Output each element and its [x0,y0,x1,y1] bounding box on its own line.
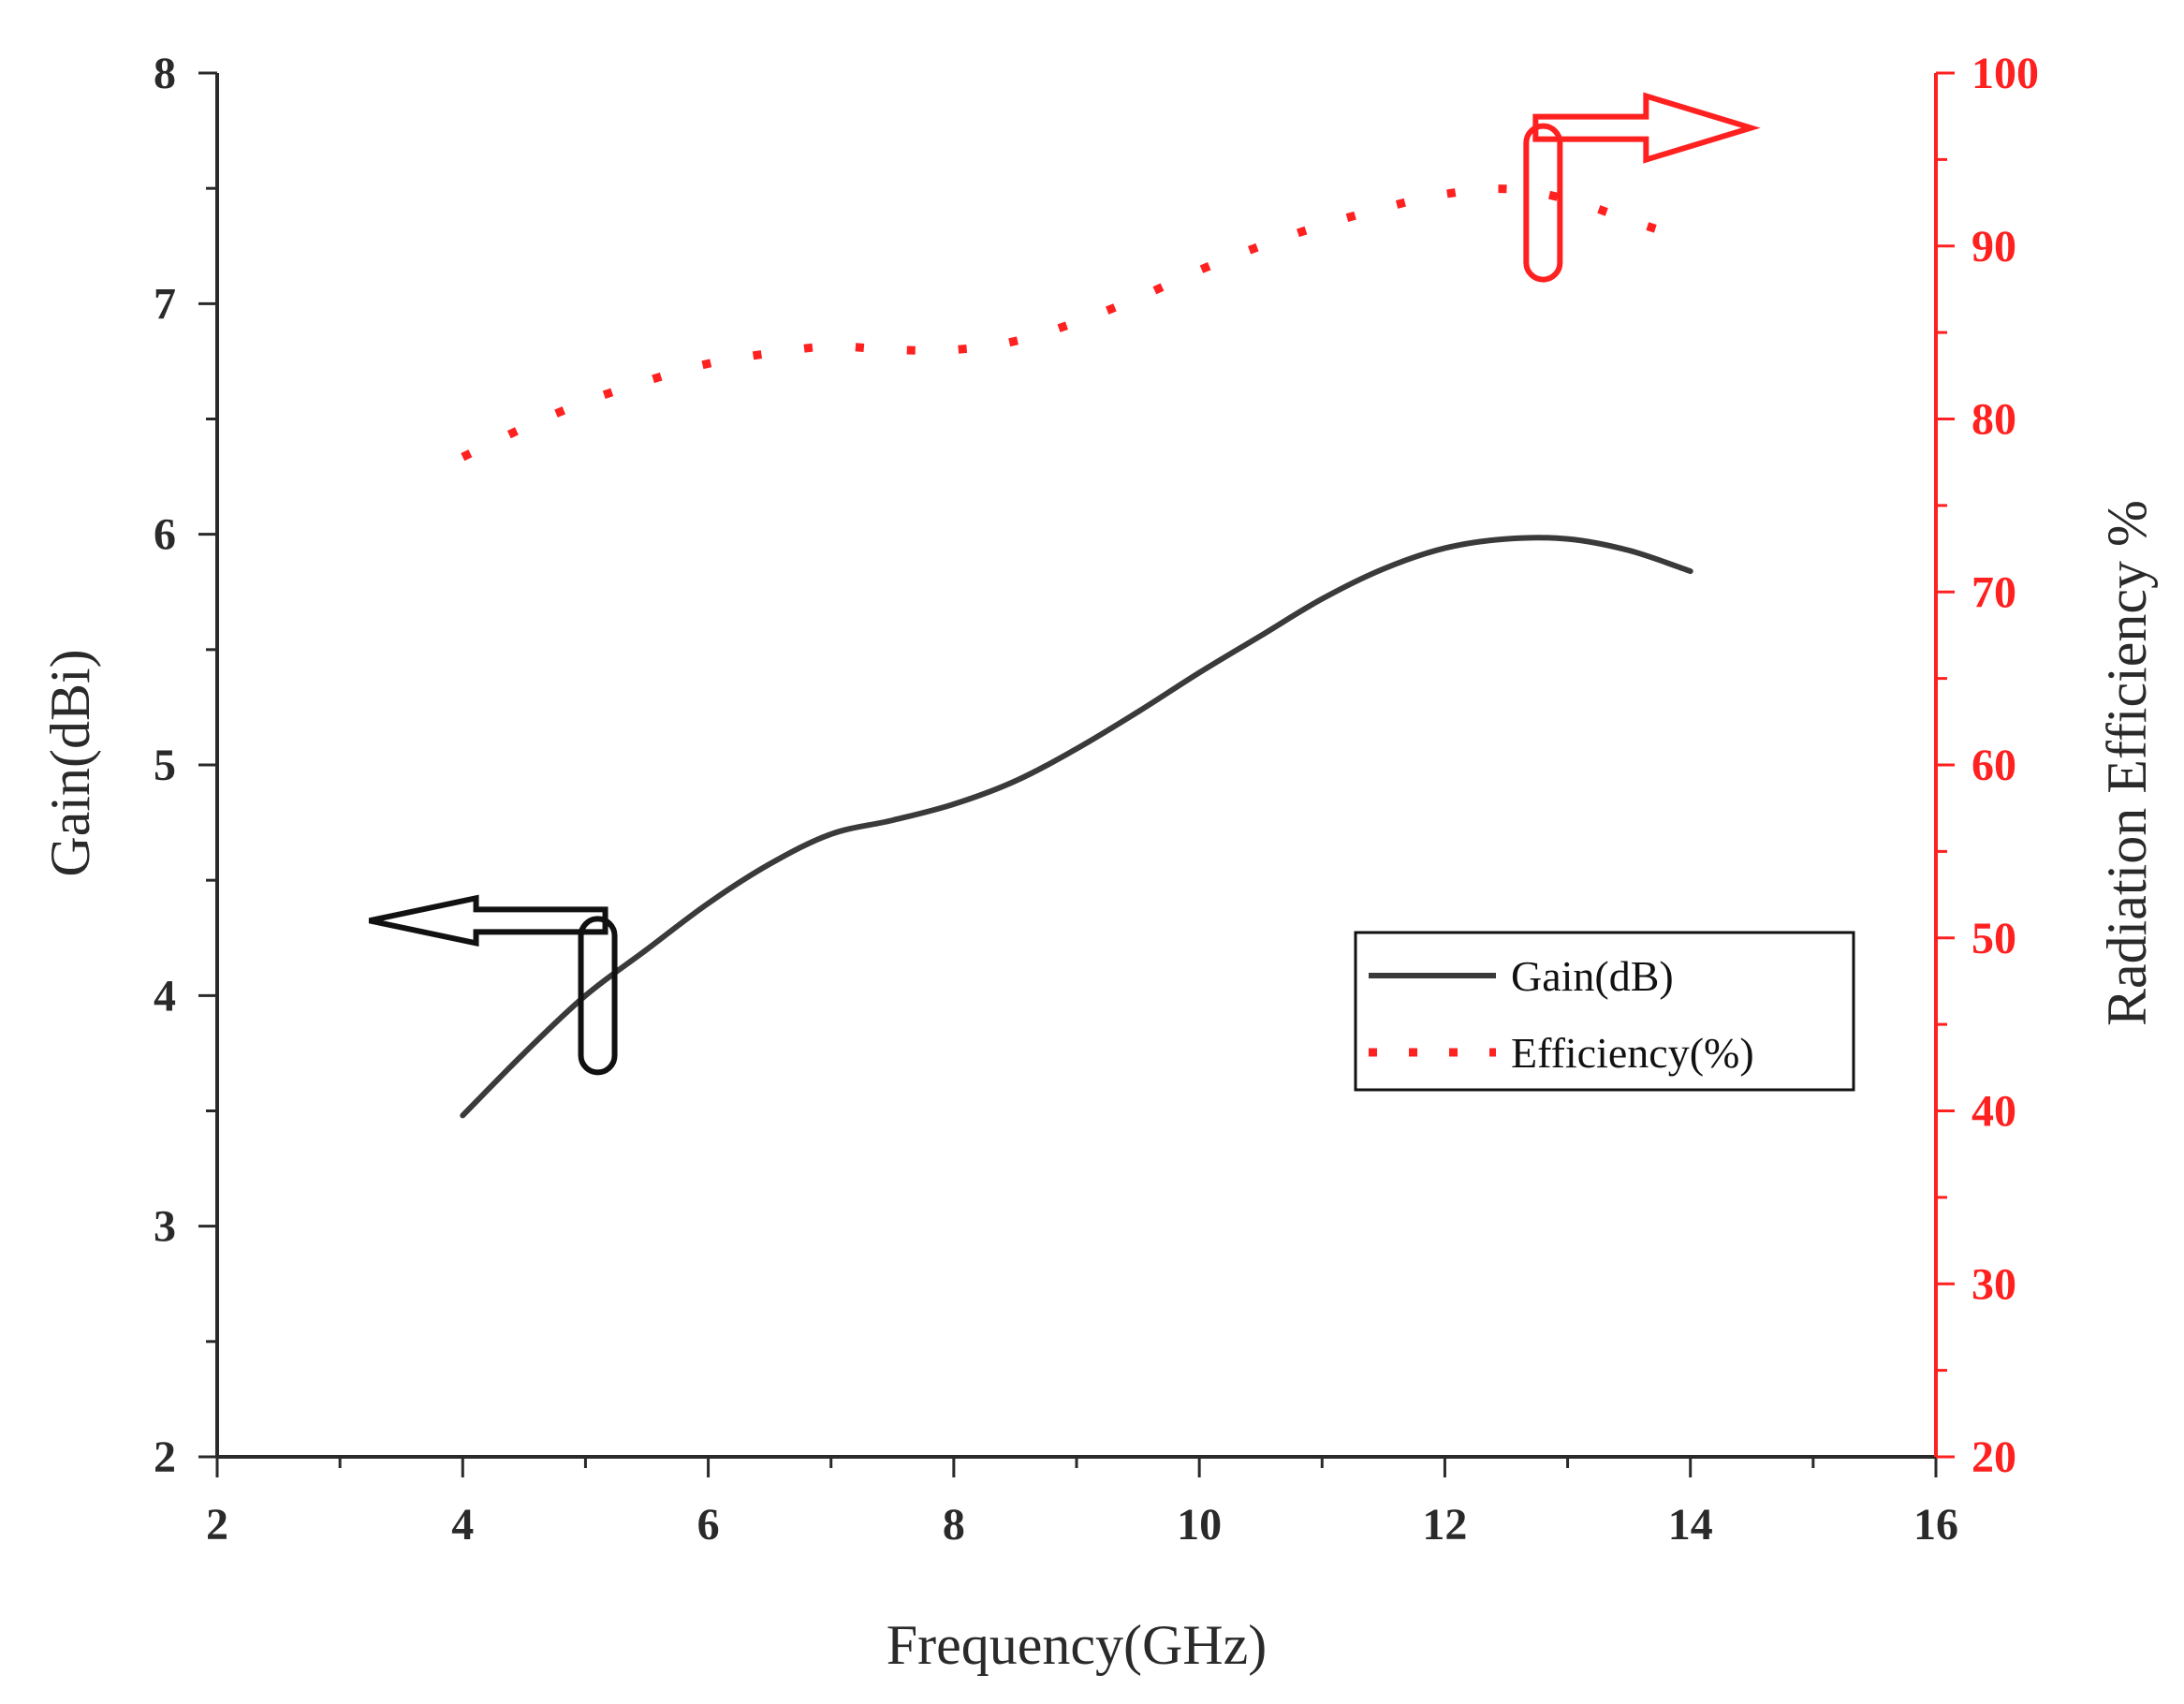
efficiency-point [1664,230,1667,234]
right-y-tick-label-30: 30 [1971,1259,2016,1309]
x-tick-label-12: 12 [1422,1500,1467,1550]
left-y-tick-label-2: 2 [154,1432,176,1482]
right-y-tick-label-20: 20 [1971,1432,2016,1482]
x-tick-label-2: 2 [206,1500,228,1550]
efficiency-point [768,351,771,355]
right-y-tick-label-100: 100 [1971,49,2039,98]
right-y-tick-label-70: 70 [1971,567,2016,617]
left-y-axis-title: Gain(dBi) [39,649,101,876]
x-tick-label-10: 10 [1177,1500,1222,1550]
efficiency-point [583,400,587,404]
legend-box [1354,931,1855,1092]
right-y-tick-label-90: 90 [1971,222,2016,272]
series-line-gain [460,535,1693,1119]
x-tick-label-8: 8 [943,1500,965,1550]
efficiency-point [1382,206,1385,210]
efficiency-point [1443,192,1446,196]
efficiency-point [1566,198,1570,201]
left-y-tick-label-3: 3 [154,1202,176,1252]
efficiency-point [1627,218,1631,222]
x-tick-label-14: 14 [1668,1500,1713,1550]
series-layer [460,184,1693,1119]
efficiency-point [829,345,833,348]
efficiency-point [1197,269,1201,272]
left-axis-arrow [368,894,608,947]
right-y-tick-label-40: 40 [1971,1087,2016,1137]
x-tick-label-4: 4 [451,1500,474,1550]
legend: Gain(dB) Efficiency(%) [1354,931,1855,1092]
legend-label-gain: Gain(dB) [1511,952,1674,1000]
efficiency-point [952,348,956,352]
left-y-tick-label-8: 8 [154,49,176,98]
left-y-tick-label-6: 6 [154,510,176,560]
efficiency-point [645,379,649,383]
left-y-tick-label-5: 5 [154,741,176,790]
right-y-tick-label-50: 50 [1971,914,2016,963]
right-y-axis-title: Radiation Efficiency % [2096,500,2158,1026]
axis-titles: Frequency(GHz) Gain(dBi) Radiation Effic… [39,500,2158,1676]
x-tick-label-16: 16 [1913,1500,1958,1550]
efficiency-point [1075,320,1078,324]
right-y-tick-label-80: 80 [1971,395,2016,445]
efficiency-point [1259,244,1263,248]
efficiency-marker-ellipse [1523,123,1563,283]
efficiency-point [1320,224,1324,228]
right-y-tick-label-60: 60 [1971,741,2016,790]
left-y-tick-label-4: 4 [154,971,176,1021]
efficiency-point [1136,296,1140,300]
annotations [368,92,1761,1076]
gain-marker-ellipse [578,916,618,1076]
legend-label-efficiency: Efficiency(%) [1511,1029,1754,1077]
efficiency-point [890,348,894,352]
right-axis-arrow [1532,92,1761,164]
series-line-efficiency [461,184,1667,462]
efficiency-point [522,426,526,430]
x-axis-title: Frequency(GHz) [887,1614,1268,1676]
axes: 2 4 6 8 10 12 14 16 2 3 4 5 6 7 8 20 30 40 50 60 70 80 90 100 [154,49,2039,1550]
x-tick-label-6: 6 [697,1500,720,1550]
left-y-tick-label-7: 7 [154,279,176,329]
